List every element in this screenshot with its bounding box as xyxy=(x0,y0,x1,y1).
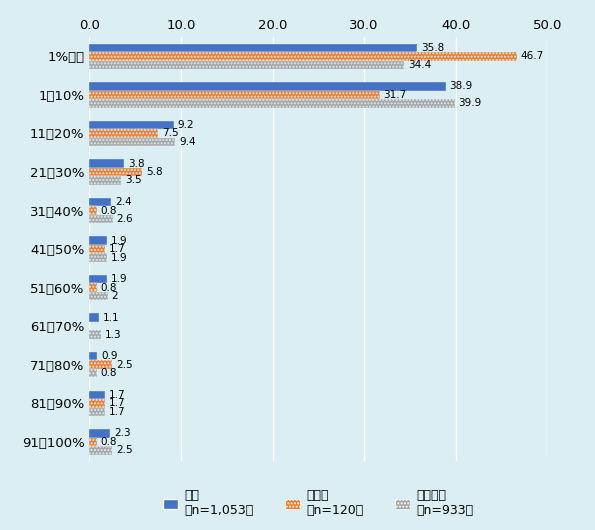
Bar xyxy=(89,352,98,360)
Text: 2: 2 xyxy=(111,291,118,301)
Text: 2.5: 2.5 xyxy=(116,445,133,455)
Text: 2.6: 2.6 xyxy=(117,214,133,224)
Bar xyxy=(89,215,113,223)
Bar xyxy=(89,408,105,416)
Bar xyxy=(89,399,105,408)
Text: 1.9: 1.9 xyxy=(110,274,127,284)
Bar xyxy=(89,330,101,339)
Text: 3.5: 3.5 xyxy=(125,175,142,186)
Text: 1.9: 1.9 xyxy=(110,236,127,245)
Legend: 全体
（n=1,053）, 大企業
（n=120）, 中小企業
（n=933）: 全体 （n=1,053）, 大企業 （n=120）, 中小企業 （n=933） xyxy=(158,484,478,522)
Text: 1.3: 1.3 xyxy=(105,330,121,340)
Bar xyxy=(89,446,112,455)
Bar xyxy=(89,429,110,438)
Text: 39.9: 39.9 xyxy=(459,99,482,109)
Text: 31.7: 31.7 xyxy=(383,90,406,100)
Bar xyxy=(89,99,455,108)
Bar xyxy=(89,121,174,129)
Bar xyxy=(89,52,517,60)
Bar xyxy=(89,138,176,146)
Bar xyxy=(89,245,105,253)
Bar xyxy=(89,168,142,176)
Text: 38.9: 38.9 xyxy=(449,82,472,92)
Bar xyxy=(89,284,96,292)
Bar xyxy=(89,313,99,322)
Text: 2.4: 2.4 xyxy=(115,197,131,207)
Bar xyxy=(89,43,417,52)
Text: 9.4: 9.4 xyxy=(179,137,196,147)
Bar xyxy=(89,60,405,69)
Text: 0.8: 0.8 xyxy=(100,206,117,216)
Bar xyxy=(89,360,112,369)
Text: 1.1: 1.1 xyxy=(103,313,120,323)
Text: 1.7: 1.7 xyxy=(108,398,125,408)
Text: 0.8: 0.8 xyxy=(100,437,117,447)
Text: 1.7: 1.7 xyxy=(108,390,125,400)
Text: 0.9: 0.9 xyxy=(101,351,118,361)
Text: 0.8: 0.8 xyxy=(100,282,117,293)
Text: 2.3: 2.3 xyxy=(114,428,131,438)
Bar xyxy=(89,91,380,99)
Bar xyxy=(89,198,111,206)
Bar xyxy=(89,275,107,284)
Bar xyxy=(89,369,96,377)
Text: 2.5: 2.5 xyxy=(116,360,133,370)
Text: 34.4: 34.4 xyxy=(408,60,431,70)
Bar xyxy=(89,176,121,185)
Bar xyxy=(89,391,105,399)
Text: 1.7: 1.7 xyxy=(108,244,125,254)
Text: 9.2: 9.2 xyxy=(177,120,194,130)
Text: 5.8: 5.8 xyxy=(146,167,162,177)
Text: 1.7: 1.7 xyxy=(108,407,125,417)
Bar xyxy=(89,292,108,301)
Text: 1.9: 1.9 xyxy=(110,253,127,262)
Bar xyxy=(89,82,446,91)
Bar xyxy=(89,160,124,168)
Text: 46.7: 46.7 xyxy=(521,51,544,61)
Text: 7.5: 7.5 xyxy=(162,128,178,138)
Bar xyxy=(89,129,158,138)
Bar xyxy=(89,236,107,245)
Text: 3.8: 3.8 xyxy=(128,158,145,169)
Text: 0.8: 0.8 xyxy=(100,368,117,378)
Bar xyxy=(89,253,107,262)
Text: 35.8: 35.8 xyxy=(421,43,444,53)
Bar xyxy=(89,438,96,446)
Bar xyxy=(89,206,96,215)
